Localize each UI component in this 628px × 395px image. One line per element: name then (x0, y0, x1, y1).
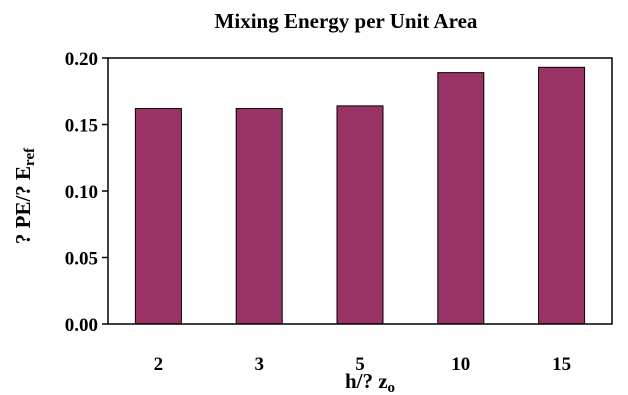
x-axis-label: h/? zo (345, 369, 395, 395)
chart-title: Mixing Energy per Unit Area (215, 9, 478, 33)
y-axis-label: ? PE/? Eref (11, 147, 38, 244)
y-axis-label-subscript: ref (22, 147, 38, 166)
bar (538, 66, 586, 325)
y-axis-label-main: ? PE/? E (11, 166, 35, 244)
bars (134, 66, 586, 325)
bar (134, 108, 182, 325)
x-tick-label: 15 (552, 354, 571, 375)
bar (336, 105, 384, 325)
y-tick-label: 0.10 (65, 182, 98, 203)
x-axis-label-subscript: o (388, 380, 396, 395)
y-tick-label: 0.15 (65, 116, 98, 137)
y-axis-ticks: 0.00 0.05 0.10 0.15 0.20 (65, 49, 108, 336)
y-tick-label: 0.05 (65, 249, 98, 270)
bar (235, 108, 283, 325)
x-axis-ticks: 2 3 5 10 15 (154, 354, 571, 375)
y-tick-label: 0.00 (65, 315, 98, 336)
x-tick-label: 5 (355, 354, 365, 375)
x-axis-label-main: h/? z (345, 369, 388, 393)
x-tick-label: 3 (254, 354, 264, 375)
plot-area-frame (107, 57, 613, 325)
bar (437, 72, 485, 325)
x-tick-label: 10 (451, 354, 470, 375)
y-tick-label: 0.20 (65, 49, 98, 70)
x-tick-label: 2 (154, 354, 164, 375)
